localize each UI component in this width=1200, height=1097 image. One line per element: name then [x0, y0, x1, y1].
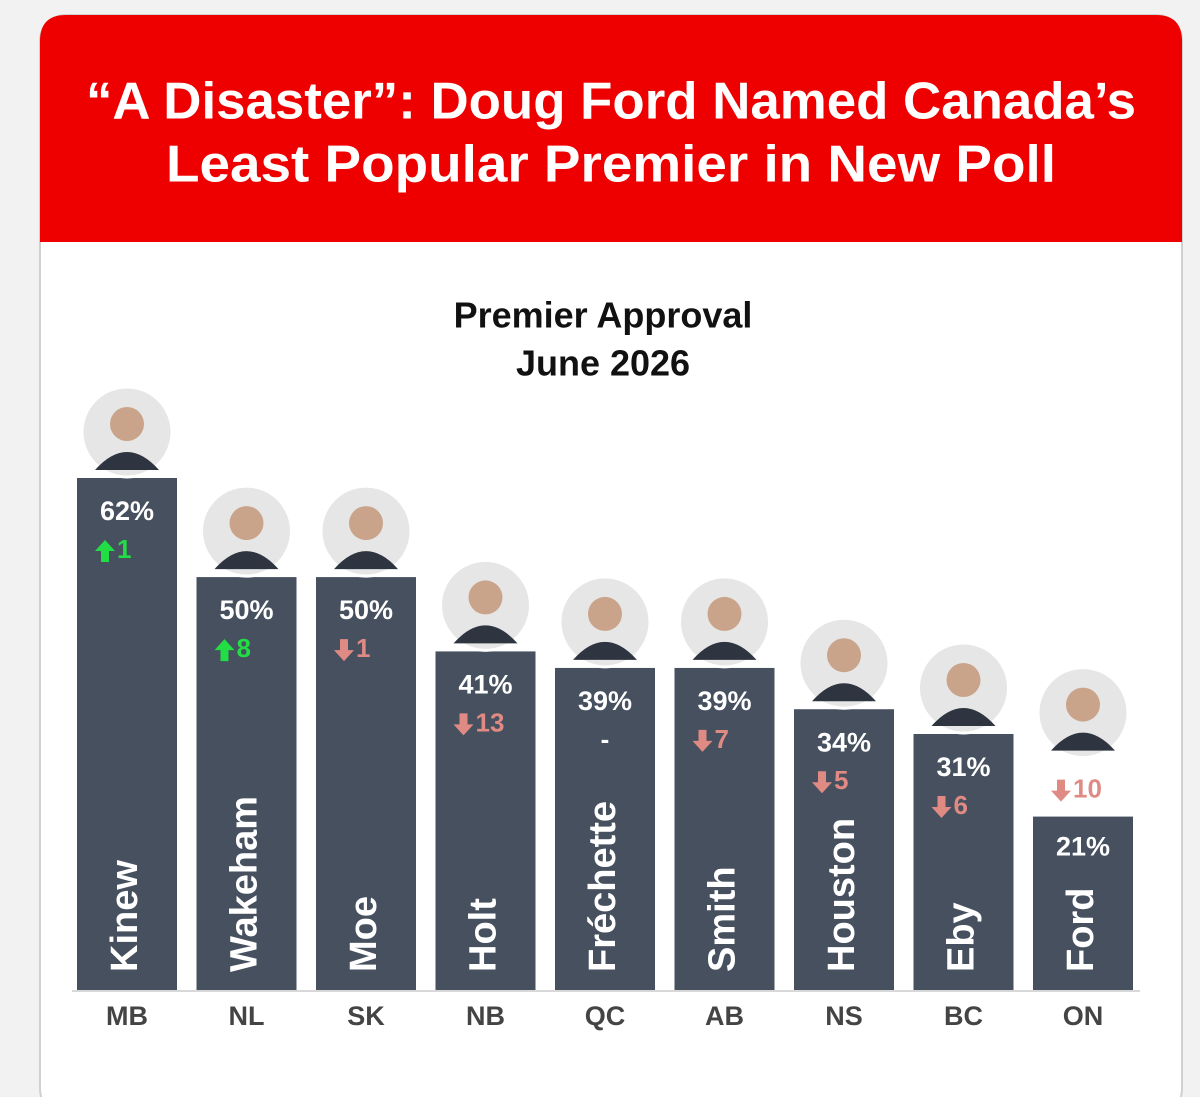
change-arrow — [95, 540, 115, 562]
portrait-head — [229, 506, 264, 541]
x-tick-label: NL — [229, 1001, 265, 1031]
change-arrow — [334, 639, 354, 662]
change-label: 7 — [715, 724, 729, 754]
change-label: 8 — [237, 633, 251, 663]
change-label: - — [601, 724, 610, 754]
premier-name: Ford — [1060, 888, 1102, 972]
portrait — [558, 575, 652, 669]
x-tick-label: SK — [347, 1001, 385, 1031]
portrait — [439, 558, 532, 652]
premier-name: Smith — [702, 866, 744, 972]
bar — [913, 734, 1014, 990]
portrait-head — [588, 596, 622, 631]
value-label: 50% — [219, 595, 273, 625]
x-tick-label: AB — [705, 1001, 744, 1031]
portrait-head — [1066, 687, 1100, 722]
x-tick-label: NB — [466, 1001, 505, 1031]
portrait-body — [812, 683, 876, 702]
portrait-head — [349, 506, 383, 541]
change-arrow — [812, 771, 832, 794]
value-label: 31% — [936, 752, 990, 782]
value-label: 34% — [817, 727, 871, 757]
portrait — [80, 385, 174, 479]
headline: “A Disaster”: Doug Ford Named Canada’s — [86, 73, 1136, 131]
portrait — [917, 641, 1010, 735]
change-arrow — [214, 639, 235, 662]
premier-name: Wakeham — [224, 796, 266, 972]
bar — [77, 478, 177, 990]
bar — [674, 667, 775, 990]
premier-name: Holt — [463, 898, 505, 972]
value-label: 39% — [697, 686, 751, 716]
change-arrow — [453, 713, 474, 736]
bar — [435, 651, 536, 990]
x-tick-label: BC — [944, 1001, 983, 1031]
value-label: 39% — [578, 686, 632, 716]
portrait-head — [110, 407, 144, 441]
bar — [196, 577, 297, 990]
value-label: 41% — [458, 670, 512, 700]
chart-title: Premier Approval — [454, 295, 753, 336]
premier-name: Fréchette — [582, 801, 624, 972]
portrait-body — [214, 551, 279, 570]
x-tick-label: NS — [825, 1001, 863, 1031]
portrait — [797, 616, 891, 710]
bar — [794, 709, 894, 990]
premier-name: Houston — [821, 818, 863, 972]
portrait-body — [95, 452, 159, 470]
header-banner — [40, 15, 1182, 242]
change-label: 6 — [954, 790, 968, 820]
bar — [555, 667, 655, 990]
portrait-body — [931, 708, 996, 726]
portrait-body — [334, 551, 398, 570]
change-label: 1 — [356, 633, 370, 663]
portrait-body — [1051, 732, 1115, 751]
value-label: 62% — [100, 496, 154, 526]
portrait-body — [692, 641, 757, 660]
portrait-body — [453, 625, 518, 644]
change-label: 13 — [476, 707, 505, 737]
change-arrow — [1051, 779, 1071, 802]
portrait — [200, 484, 293, 578]
bar — [316, 577, 416, 990]
change-label: 1 — [117, 534, 131, 564]
premier-name: Eby — [941, 902, 983, 972]
change-arrow — [692, 729, 713, 752]
x-tick-label: QC — [585, 1001, 626, 1031]
value-label: 21% — [1056, 832, 1110, 862]
portrait-head — [468, 580, 503, 615]
headline: Least Popular Premier in New Poll — [166, 136, 1056, 194]
portrait-head — [827, 638, 861, 673]
premier-name: Moe — [343, 896, 385, 972]
chart-subtitle: June 2026 — [516, 343, 690, 384]
change-label: 10 — [1073, 773, 1102, 803]
premier-name: Kinew — [104, 860, 146, 972]
portrait-head — [946, 663, 981, 697]
portrait — [1036, 666, 1130, 760]
change-arrow — [931, 796, 952, 818]
value-label: 50% — [339, 595, 393, 625]
x-tick-label: MB — [106, 1001, 148, 1031]
x-tick-label: ON — [1063, 1001, 1104, 1031]
portrait — [678, 575, 771, 669]
portrait — [319, 484, 413, 578]
portrait-head — [707, 596, 742, 631]
bar — [1033, 816, 1133, 990]
change-label: 5 — [834, 765, 848, 795]
portrait-body — [573, 641, 637, 660]
